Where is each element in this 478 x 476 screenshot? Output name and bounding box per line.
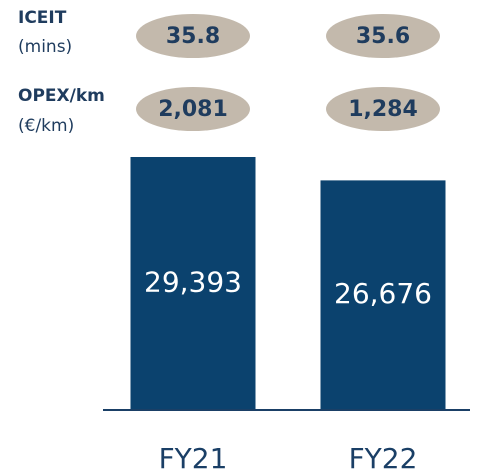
metric-value: 35.8 [166, 24, 220, 49]
bar [320, 180, 446, 410]
value-label: 26,676 [334, 277, 432, 310]
metric-unit: (€/km) [18, 116, 74, 136]
value-label: 29,393 [144, 266, 242, 299]
x-tick-label: FY22 [349, 442, 418, 475]
metric-pill [326, 14, 440, 58]
metric-unit: (mins) [18, 37, 72, 57]
bar [130, 157, 256, 410]
metric-value: 35.6 [356, 24, 410, 49]
metric-value: 1,284 [348, 97, 418, 122]
metric-pill [136, 87, 250, 131]
metric-pill [326, 87, 440, 131]
metric-name: ICEIT [18, 8, 67, 28]
metric-pill [136, 14, 250, 58]
metric-name: OPEX/km [18, 86, 105, 106]
x-tick-label: FY21 [159, 442, 228, 475]
metric-value: 2,081 [158, 97, 228, 122]
